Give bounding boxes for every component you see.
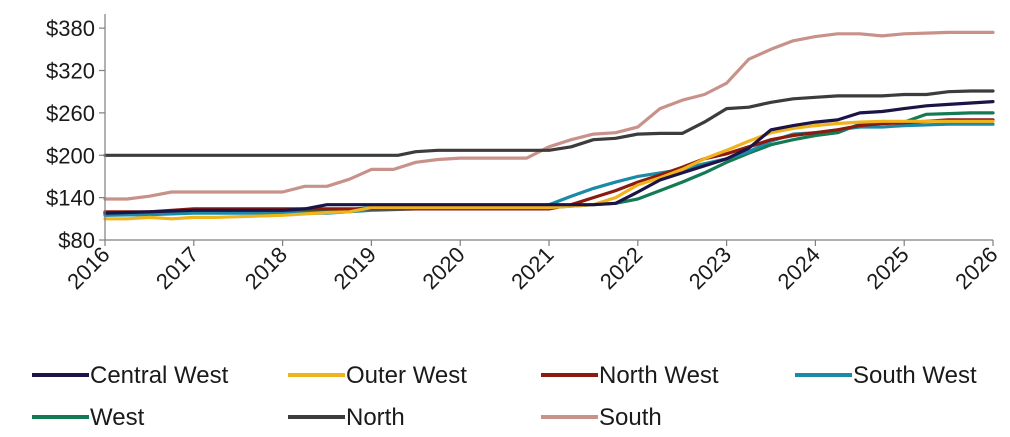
x-tick-label: 2022 (595, 242, 647, 294)
x-tick-label: 2018 (240, 242, 292, 294)
series-line-outer-west (103, 119, 995, 221)
x-tick-label: 2025 (861, 242, 913, 294)
x-tick-label: 2024 (773, 242, 825, 294)
y-tick-label: $320 (46, 59, 95, 84)
legend-item: South (541, 404, 662, 431)
y-tick-label: $80 (58, 228, 95, 253)
legend-item: North West (541, 362, 719, 389)
series-line-north (103, 89, 995, 157)
y-tick-label: $260 (46, 101, 95, 126)
series-line-north-west (103, 118, 995, 214)
legend-label: South (599, 404, 662, 431)
legend-label: West (90, 404, 145, 431)
legend-item: Outer West (288, 362, 467, 389)
legend-label: North (346, 404, 405, 431)
legend-label: Outer West (346, 362, 467, 389)
plot-area (103, 30, 995, 221)
series-line-south (103, 30, 995, 201)
y-tick-label: $200 (46, 143, 95, 168)
legend-label: Central West (90, 362, 229, 389)
x-tick-label: 2017 (151, 242, 203, 294)
x-tick-label: 2019 (329, 242, 381, 294)
legend-item: North (288, 404, 405, 431)
x-tick-label: 2020 (417, 242, 469, 294)
legend-label: South West (853, 362, 977, 389)
series-line-central-west (103, 100, 995, 215)
legend: Central West Outer West North West South We… (32, 362, 977, 431)
x-tick-label: 2023 (684, 242, 736, 294)
series-line-south-west (103, 122, 995, 217)
y-tick-label: $140 (46, 186, 95, 211)
legend-item: South West (795, 362, 977, 389)
x-tick-label: 2021 (506, 242, 558, 294)
legend-item: West (32, 404, 145, 431)
legend-label: North West (599, 362, 719, 389)
x-tick-label: 2026 (950, 242, 1002, 294)
y-tick-label: $380 (46, 16, 95, 41)
legend-item: Central West (32, 362, 229, 389)
